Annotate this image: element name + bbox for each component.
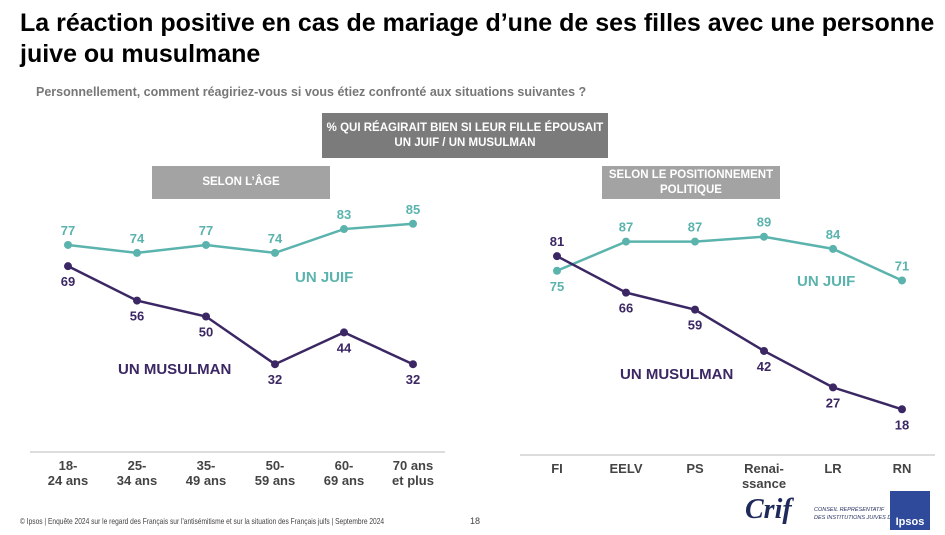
data-point: [340, 328, 348, 337]
politics-header-box: SELON LE POSITIONNEMENT POLITIQUE: [602, 166, 780, 199]
data-point: [409, 360, 417, 369]
data-label: 87: [619, 220, 633, 235]
x-tick-label: 50-59 ans: [255, 458, 295, 488]
x-tick-label: LR: [824, 461, 842, 476]
footer-source: © Ipsos | Enquête 2024 sur le regard des…: [20, 516, 385, 526]
data-label: 56: [130, 309, 144, 324]
data-label: 74: [268, 231, 283, 246]
data-label: 89: [757, 215, 771, 230]
survey-question: Personnellement, comment réagiriez-vous …: [36, 85, 587, 99]
data-label: 69: [61, 274, 75, 289]
juif-series-line: [67, 222, 414, 255]
x-tick-label: 18-24 ans: [48, 458, 88, 488]
data-point: [760, 346, 768, 355]
data-point: [271, 248, 279, 257]
data-label: 87: [688, 220, 702, 235]
data-label: 75: [550, 279, 564, 294]
x-tick-label: 70 ans et plus: [392, 458, 434, 488]
data-label: 74: [130, 231, 145, 246]
data-point: [133, 248, 141, 257]
data-point: [64, 262, 72, 271]
x-tick-label: FI: [551, 461, 563, 476]
data-label: 84: [826, 227, 841, 242]
x-tick-label: 25-34 ans: [117, 458, 157, 488]
data-label: 71: [895, 258, 909, 273]
data-point: [760, 232, 768, 241]
series-label: UN JUIF: [295, 269, 353, 286]
data-point: [829, 383, 837, 392]
x-tick-label: EELV: [610, 461, 643, 476]
data-point: [829, 244, 837, 253]
x-tick-label: PS: [686, 461, 704, 476]
juif-series-line: [556, 235, 903, 282]
series-label: UN MUSULMAN: [118, 361, 231, 378]
data-label: 66: [619, 301, 633, 316]
musulman-series-line: [67, 265, 414, 366]
data-label: 42: [757, 359, 771, 374]
data-point: [64, 240, 72, 249]
data-point: [553, 266, 561, 275]
musulman-series-line: [556, 255, 903, 411]
data-point: [898, 276, 906, 285]
data-point: [691, 305, 699, 314]
series-label: UN MUSULMAN: [620, 366, 733, 383]
data-label: 59: [688, 318, 702, 333]
data-label: 32: [406, 372, 420, 387]
data-label: 32: [268, 372, 282, 387]
x-tick-label: Renai-ssance: [742, 461, 786, 491]
crif-logo: Crif: [745, 494, 792, 525]
data-label: 27: [826, 395, 840, 410]
data-label: 18: [895, 417, 909, 432]
crif-logo-subtitle: CONSEIL REPRÉSENTATIF DES INSTITUTIONS JU…: [814, 507, 920, 521]
data-point: [271, 360, 279, 369]
data-label: 77: [61, 223, 75, 238]
series-label: UN JUIF: [797, 273, 855, 290]
x-tick-label: RN: [893, 461, 912, 476]
main-header-box: % QUI RÉAGIRAIT BIEN SI LEUR FILLE ÉPOUS…: [322, 113, 608, 158]
age-header-box: SELON L’ÂGE: [152, 166, 330, 199]
data-point: [409, 219, 417, 228]
page-number: 18: [470, 516, 481, 526]
data-label: 81: [550, 234, 564, 249]
data-point: [622, 237, 630, 246]
data-point: [202, 240, 210, 249]
x-tick-label: 35-49 ans: [186, 458, 226, 488]
data-label: 44: [337, 340, 352, 355]
data-point: [202, 312, 210, 321]
data-label: 83: [337, 207, 351, 222]
data-label: 50: [199, 325, 213, 340]
data-point: [340, 225, 348, 234]
page-title: La réaction positive en cas de mariage d…: [20, 9, 935, 68]
ipsos-logo: Ipsos: [890, 491, 930, 530]
data-point: [622, 288, 630, 297]
data-point: [133, 296, 141, 305]
data-label: 77: [199, 223, 213, 238]
data-label: 85: [406, 202, 420, 217]
x-tick-label: 60-69 ans: [324, 458, 364, 488]
data-point: [691, 237, 699, 246]
data-point: [553, 252, 561, 261]
data-point: [898, 405, 906, 414]
